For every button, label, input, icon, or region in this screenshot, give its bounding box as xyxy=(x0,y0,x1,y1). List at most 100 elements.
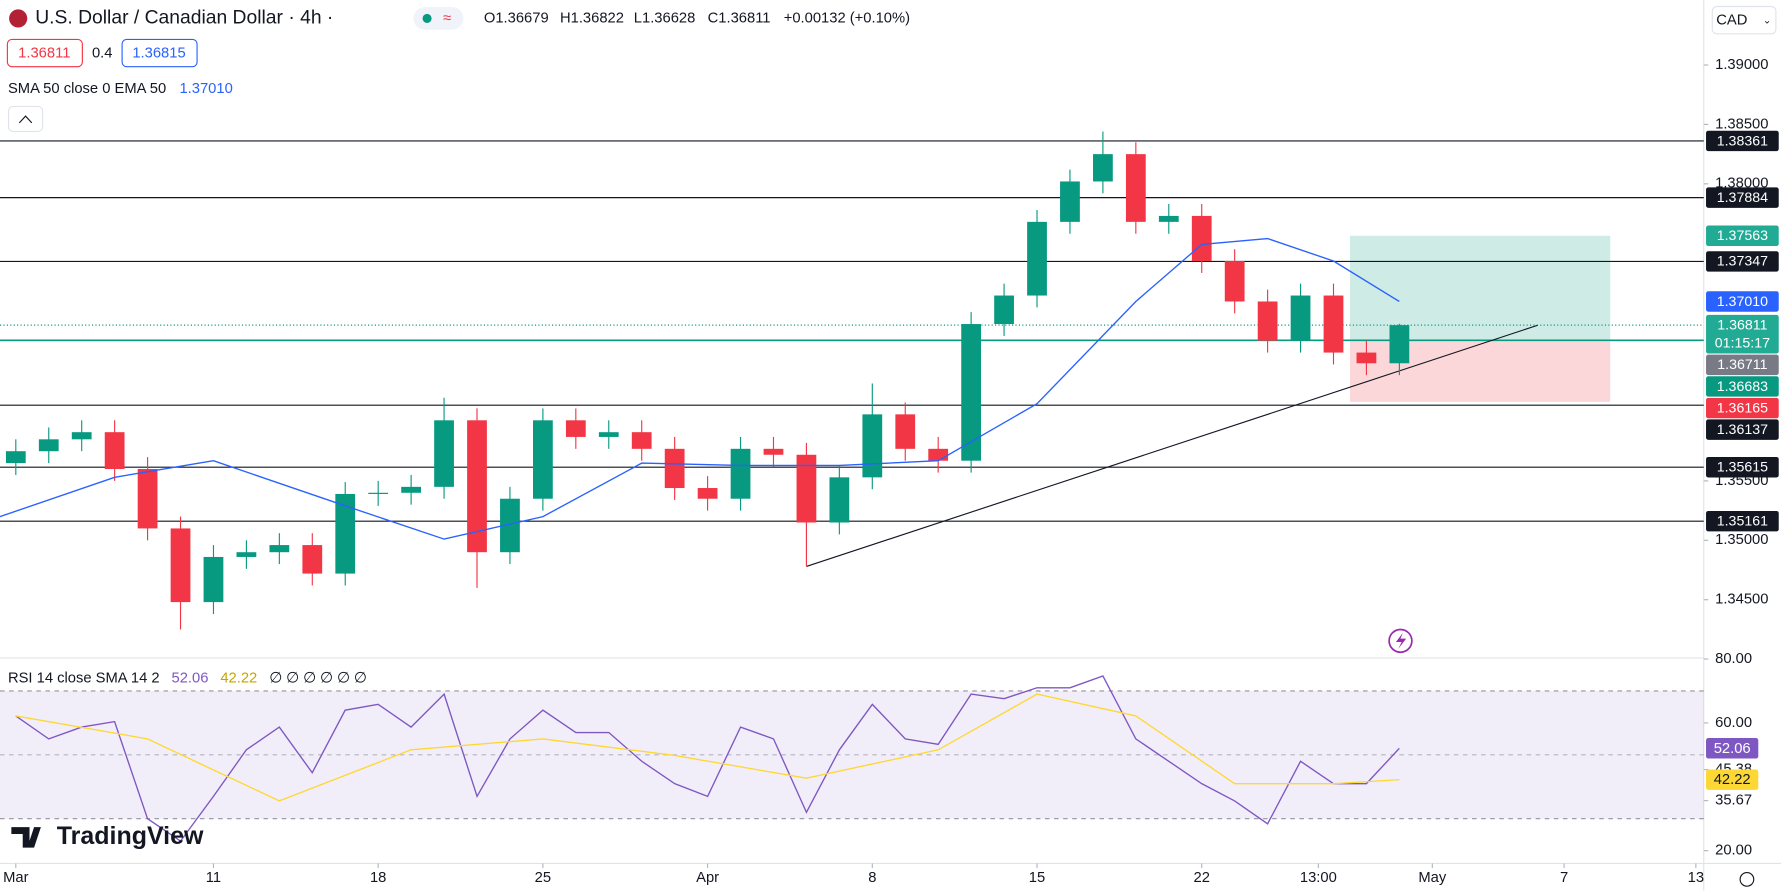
candle-body xyxy=(104,432,125,470)
x-tick-label: 22 xyxy=(1194,870,1210,886)
candle-body xyxy=(269,545,290,553)
rsi-legend-value: ∅ ∅ ∅ ∅ ∅ ∅ xyxy=(269,670,367,686)
rsi-title: RSI 14 close SMA 14 2 xyxy=(8,670,160,686)
price-badge xyxy=(1706,510,1779,532)
price-badge xyxy=(1706,419,1779,440)
ohlc-open: O1.36679 xyxy=(484,10,549,26)
logo-text: TradingView xyxy=(57,822,204,850)
candle-body xyxy=(401,486,421,493)
price-badge xyxy=(1706,354,1779,376)
logo-mark xyxy=(11,827,41,848)
y-tick-label: 35.67 xyxy=(1715,793,1752,809)
x-tick-label: May xyxy=(1418,870,1446,886)
trendline xyxy=(806,324,1538,567)
candle-body xyxy=(829,477,850,523)
rsi-legend-value: 42.22 xyxy=(220,670,257,686)
price-badge xyxy=(1706,397,1779,419)
ask-price: 1.36815 xyxy=(132,46,185,62)
ema-line xyxy=(0,237,1400,540)
x-tick-label: 25 xyxy=(535,870,551,886)
candle-body xyxy=(1191,215,1212,262)
y-tick-label: 20.00 xyxy=(1715,843,1752,859)
y-tick-label: 1.35000 xyxy=(1715,532,1768,548)
value-badge xyxy=(1706,738,1759,759)
candle-body xyxy=(730,448,751,499)
sell-button[interactable] xyxy=(6,38,83,68)
candle-body xyxy=(1389,325,1410,364)
status-pill[interactable] xyxy=(413,7,464,30)
y-tick-label: 60.00 xyxy=(1715,715,1752,731)
value-badge xyxy=(1706,769,1759,790)
x-tick-label: 13:00 xyxy=(1300,870,1337,886)
price-badge xyxy=(1706,291,1779,312)
lightning-icon xyxy=(1395,632,1407,649)
candle-body xyxy=(961,324,982,461)
chevron-icon xyxy=(18,115,33,124)
ohlc-close: C1.36811 xyxy=(708,10,771,26)
symbol-title[interactable]: U.S. Dollar / Canadian Dollar · 4h · xyxy=(35,8,333,29)
candle-body xyxy=(796,454,817,523)
candle-body xyxy=(203,556,224,603)
price-badge-label: 1.36811 xyxy=(1717,317,1767,333)
value-badge-label: 42.22 xyxy=(1714,772,1751,788)
price-badge-label: 1.36165 xyxy=(1717,400,1768,416)
settings-icon[interactable] xyxy=(1739,872,1755,887)
spread: 0.4 xyxy=(92,46,113,62)
candle-body xyxy=(467,420,487,553)
candle-body xyxy=(71,432,92,440)
x-tick-label: 11 xyxy=(206,870,221,886)
y-tick-label: 1.38500 xyxy=(1715,116,1768,132)
price-badge-label: 1.38361 xyxy=(1717,133,1768,149)
candle-body xyxy=(335,493,356,574)
price-badge xyxy=(1706,130,1779,152)
wave-icon: ≈ xyxy=(443,10,451,26)
indicator-value: 1.37010 xyxy=(179,81,232,97)
price-badge-label: 1.37010 xyxy=(1717,294,1768,310)
ohlc-high: H1.36822 xyxy=(560,10,624,26)
price-badge-label: 1.36683 xyxy=(1717,379,1768,395)
dropdown-arrow: ⌄ xyxy=(1763,15,1772,26)
candle-body xyxy=(1093,154,1113,182)
rsi-line xyxy=(15,675,1400,843)
buy-button[interactable] xyxy=(121,38,198,68)
candle-body xyxy=(368,492,389,494)
candle-body xyxy=(1257,301,1278,341)
candle-body xyxy=(598,432,619,437)
candle-body xyxy=(1060,181,1080,222)
price-badge xyxy=(1706,187,1779,208)
candle-body xyxy=(38,439,59,452)
price-badge xyxy=(1706,225,1779,246)
rsi-line xyxy=(15,693,1400,802)
price-badge xyxy=(1706,457,1779,478)
candle-body xyxy=(895,414,916,449)
plot-layer: 1.390001.385001.380001.355001.350001.345… xyxy=(0,57,1779,886)
header: U.S. Dollar / Canadian Dollar · 4h · ≈ O… xyxy=(6,5,1777,887)
price-badge-label: 1.37563 xyxy=(1717,228,1768,244)
x-tick-label: Mar xyxy=(3,870,28,886)
currency-select[interactable] xyxy=(1711,5,1777,35)
price-badge-label: 1.37884 xyxy=(1717,190,1768,206)
candle-body xyxy=(763,448,784,455)
price-badge xyxy=(1706,314,1779,354)
candle-body xyxy=(137,469,158,529)
y-tick-label: 80.00 xyxy=(1715,651,1752,667)
countdown: 01:15:17 xyxy=(1715,336,1770,352)
candle-body xyxy=(1224,261,1245,302)
flag-icon xyxy=(9,9,28,28)
candle-body xyxy=(434,420,454,487)
rsi-legend-value: 52.06 xyxy=(172,670,209,686)
candle-body xyxy=(862,414,883,478)
price-badge-label: 1.36137 xyxy=(1717,422,1768,438)
y-tick-label: 1.39000 xyxy=(1715,57,1768,73)
x-tick-label: 15 xyxy=(1029,870,1045,886)
candle-body xyxy=(170,528,191,603)
target-zone xyxy=(1349,235,1611,341)
x-tick-label: 18 xyxy=(370,870,386,886)
candle-body xyxy=(302,545,323,574)
collapse-button[interactable] xyxy=(7,105,44,133)
indicator-label[interactable]: SMA 50 close 0 EMA 50 xyxy=(8,81,166,97)
x-tick-label: 8 xyxy=(868,870,876,886)
